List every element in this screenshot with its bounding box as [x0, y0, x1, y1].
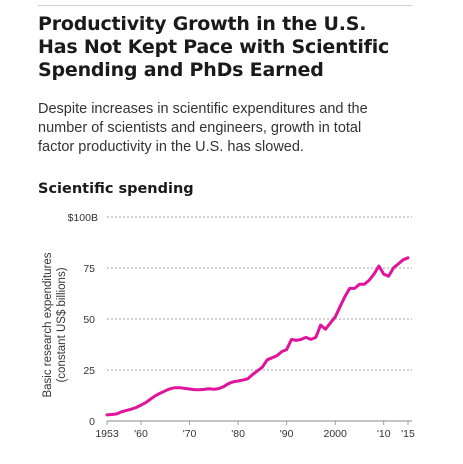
top-rule — [38, 5, 412, 6]
chart-title: Scientific spending — [38, 181, 194, 197]
y-axis-label-line: Basic research expenditures — [42, 252, 54, 397]
subtitle-line: factor productivity in the U.S. has slow… — [38, 139, 304, 155]
y-axis-label-line: (constant US$ billions) — [56, 267, 68, 382]
subtitle-line: Despite increases in scientific expendit… — [38, 101, 368, 117]
grid-lines — [107, 216, 412, 422]
x-tick-label: '70 — [183, 428, 197, 440]
y-tick-label: 0 — [89, 416, 95, 428]
x-tick-label: '10 — [377, 428, 391, 440]
x-tick-label: '80 — [231, 428, 245, 440]
line-chart: Basic research expenditures (constant US… — [42, 212, 415, 440]
x-tick-label: '90 — [280, 428, 294, 440]
x-tick-label: 1953 — [95, 428, 119, 440]
page-subtitle: Despite increases in scientific expendit… — [38, 100, 443, 157]
y-tick-label: 75 — [83, 263, 95, 275]
x-tick-label: '60 — [134, 428, 148, 440]
x-tick-label: 2000 — [323, 428, 347, 440]
subtitle-line: number of scientists and engineers, grow… — [38, 120, 362, 136]
y-tick-label: $100B — [68, 212, 98, 224]
series-line — [105, 256, 410, 417]
y-tick-label: 50 — [83, 314, 95, 326]
title-line: Spending and PhDs Earned — [38, 59, 324, 81]
page-title: Productivity Growth in the U.S. Has Not … — [38, 13, 448, 82]
x-tick-label: '15 — [401, 428, 415, 440]
y-axis-label: Basic research expenditures (constant US… — [42, 252, 68, 397]
series-layer — [105, 256, 410, 417]
title-line: Productivity Growth in the U.S. — [38, 13, 367, 35]
y-tick-label: 25 — [83, 365, 95, 377]
axis-ticks: 0 25 50 75 $100B 1953 '60 '70 '80 '90 2000 '10 '15 — [68, 212, 415, 440]
title-line: Has Not Kept Pace with Scientific — [38, 36, 390, 58]
